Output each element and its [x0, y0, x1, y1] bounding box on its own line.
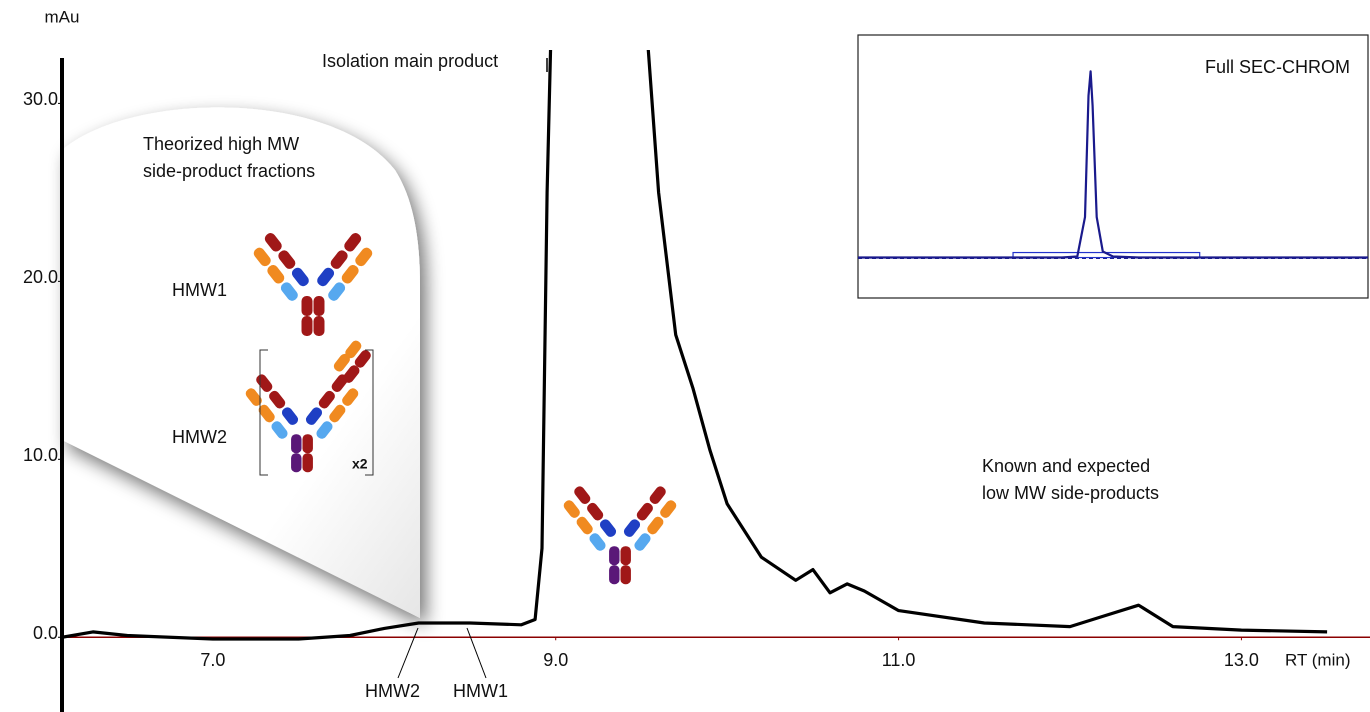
- domain: [636, 502, 653, 521]
- domain: [269, 390, 286, 409]
- domain: [253, 247, 271, 267]
- leader-line: [466, 627, 487, 679]
- domain: [271, 421, 288, 439]
- domain: [278, 250, 296, 269]
- annotation: side-product fractions: [143, 161, 315, 181]
- data-line: [858, 70, 1368, 259]
- domain: [302, 453, 313, 473]
- domain: [316, 421, 333, 439]
- annotation: Known and expected: [982, 456, 1150, 476]
- domain: [647, 516, 664, 535]
- bracket: [259, 349, 374, 476]
- domain: [589, 533, 606, 551]
- domain: [634, 533, 651, 551]
- domain: [329, 404, 346, 423]
- domain: [623, 519, 641, 537]
- domain: [574, 486, 591, 504]
- annotation: HMW2: [365, 681, 420, 701]
- domain: [280, 282, 298, 301]
- icons: [245, 233, 677, 585]
- annotation: HMW1: [453, 681, 508, 701]
- y-tick-label: 10.0: [23, 445, 58, 465]
- y-tick-label: 20.0: [23, 267, 58, 287]
- domain: [660, 500, 677, 518]
- domain: [609, 565, 620, 585]
- domain: [291, 267, 309, 287]
- domain: [318, 390, 335, 409]
- domain: [587, 502, 604, 521]
- y-tick-label: 30.0: [23, 89, 58, 109]
- domain: [620, 546, 631, 566]
- leader-line: [397, 627, 419, 679]
- x-tick-label: 13.0: [1224, 650, 1259, 670]
- domain: [305, 407, 323, 425]
- domain: [341, 265, 359, 284]
- x-axis-label: RT (min): [1285, 651, 1351, 670]
- data-line: [62, 50, 1328, 641]
- x-tick-label: 9.0: [543, 650, 568, 670]
- annotation: x2: [352, 456, 368, 472]
- domain: [354, 350, 371, 368]
- y-axis-label: mAu: [45, 7, 80, 26]
- domain: [281, 407, 299, 425]
- x-tick-label: 11.0: [882, 650, 916, 670]
- y-tick-label: 0.0: [33, 623, 58, 643]
- domain: [302, 434, 313, 454]
- inset-frame: [857, 34, 1369, 299]
- antibody-icon: [563, 486, 677, 585]
- domain: [317, 267, 335, 287]
- domain: [563, 500, 580, 518]
- domain: [301, 316, 313, 336]
- domain: [576, 516, 593, 535]
- domain: [258, 404, 275, 423]
- domain: [342, 388, 359, 406]
- domain: [333, 353, 350, 372]
- annotation: Theorized high MW: [143, 134, 299, 154]
- callout-bubble: [62, 107, 420, 618]
- domain: [267, 265, 285, 284]
- annotation: Isolation main product: [322, 51, 498, 71]
- annotation: HMW1: [172, 280, 227, 300]
- annotation: low MW side-products: [982, 483, 1159, 503]
- annotation: HMW2: [172, 427, 227, 447]
- domain: [291, 434, 302, 454]
- domain: [620, 565, 631, 585]
- domain: [355, 247, 373, 267]
- domain: [649, 486, 666, 504]
- domain: [599, 519, 617, 537]
- domain: [301, 296, 313, 316]
- domain: [328, 282, 346, 301]
- antibody-icon: [333, 340, 371, 383]
- domain: [313, 296, 325, 316]
- domain: [291, 453, 302, 473]
- domain: [245, 388, 262, 406]
- domain: [609, 546, 620, 566]
- x-tick-label: 7.0: [200, 650, 225, 670]
- inset-title: Full SEC-CHROM: [1205, 57, 1350, 77]
- domain: [343, 365, 360, 383]
- domain: [344, 233, 362, 252]
- domain: [330, 250, 348, 269]
- domain: [264, 233, 282, 252]
- domain: [345, 340, 362, 359]
- antibody-icon: [253, 233, 373, 336]
- domain: [313, 316, 325, 336]
